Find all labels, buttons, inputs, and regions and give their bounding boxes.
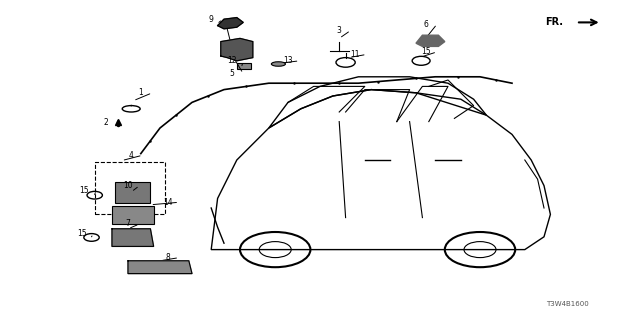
Bar	[115, 182, 150, 203]
Text: 15: 15	[79, 186, 90, 195]
Polygon shape	[218, 18, 243, 29]
Text: 15: 15	[420, 47, 431, 56]
Text: 10: 10	[123, 181, 133, 190]
Text: 2: 2	[103, 118, 108, 127]
Text: T3W4B1600: T3W4B1600	[546, 301, 589, 307]
Text: FR.: FR.	[545, 17, 563, 28]
Text: 4: 4	[129, 151, 134, 160]
Text: 9: 9	[209, 15, 214, 24]
Polygon shape	[416, 35, 445, 46]
Text: 15: 15	[77, 229, 87, 238]
Text: 5: 5	[229, 69, 234, 78]
Polygon shape	[128, 261, 192, 274]
Text: 13: 13	[283, 56, 293, 65]
Text: 6: 6	[423, 20, 428, 28]
Polygon shape	[112, 229, 154, 246]
Bar	[112, 206, 154, 224]
Bar	[95, 162, 165, 214]
Text: 1: 1	[138, 88, 143, 97]
Text: 3: 3	[337, 26, 342, 35]
Text: 12: 12	[227, 56, 236, 65]
Text: 14: 14	[163, 198, 173, 207]
Text: 8: 8	[165, 253, 170, 262]
Ellipse shape	[271, 62, 285, 66]
Text: 11: 11	[351, 50, 360, 59]
Bar	[237, 63, 251, 69]
Text: 7: 7	[125, 220, 131, 228]
Polygon shape	[221, 38, 253, 61]
